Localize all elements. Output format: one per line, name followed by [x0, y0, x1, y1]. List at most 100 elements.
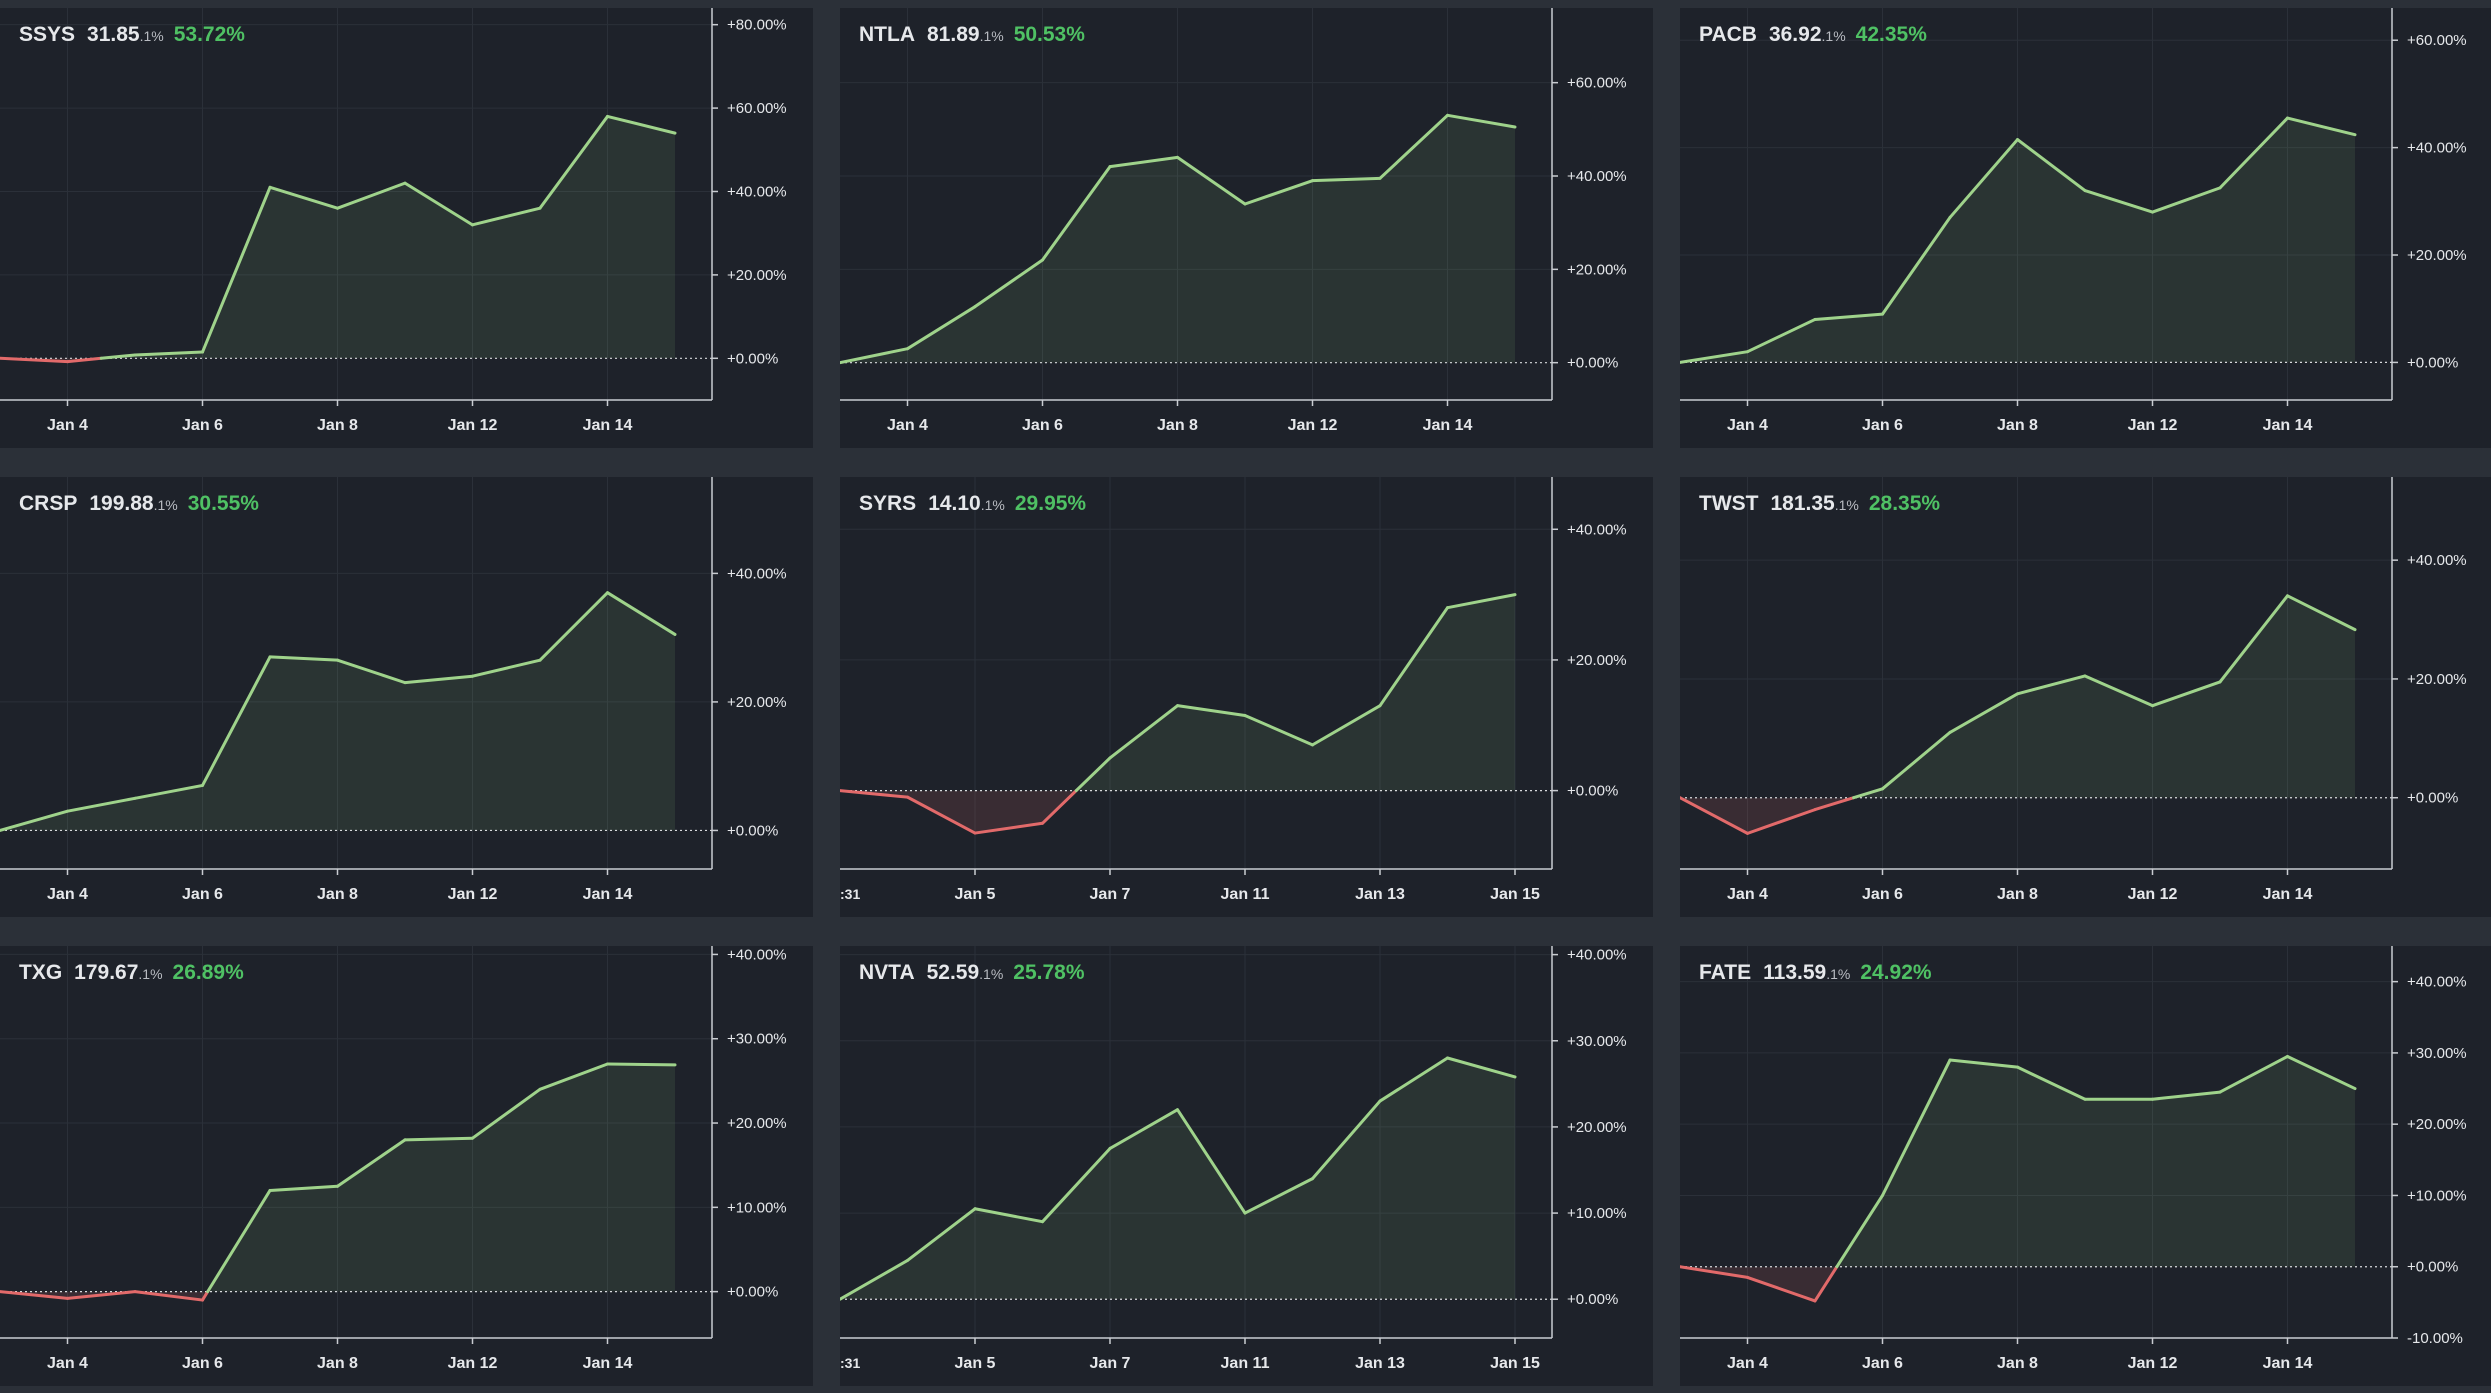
series-segment	[538, 591, 609, 662]
series-segment	[471, 658, 542, 678]
series-segment	[1852, 787, 1884, 800]
y-tick-label: +0.00%	[2407, 790, 2458, 807]
area-fill-up	[840, 594, 1515, 791]
series-segment	[2286, 116, 2357, 137]
series-segment	[906, 305, 977, 351]
x-tick-label: Jan 14	[2263, 417, 2313, 434]
ticker-symbol: FATE	[1699, 961, 1752, 984]
series-segment	[206, 1188, 272, 1294]
ticker-symbol: TXG	[19, 961, 63, 984]
x-tick-label: Jan 4	[47, 417, 88, 434]
x-tick-label: Jan 14	[1423, 417, 1473, 434]
series-segment	[1378, 113, 1449, 180]
area-fill-down	[1680, 797, 1854, 834]
series-segment	[471, 206, 542, 227]
x-tick-label: Jan 8	[317, 1355, 358, 1372]
ticker-price: 179.67	[74, 961, 139, 984]
y-tick-label: +10.00%	[1567, 1205, 1627, 1222]
series-segment	[1108, 1108, 1179, 1150]
x-tick-label: Jan 4	[1727, 417, 1768, 434]
x-tick-label: Jan 6	[1862, 886, 1903, 903]
change-percent: 29.95%	[1014, 492, 1087, 515]
series-segment	[403, 1136, 474, 1142]
ticker-price: 113.59	[1763, 961, 1827, 984]
y-tick-label: +0.00%	[727, 350, 778, 367]
x-tick-label: Jan 15	[1490, 886, 1540, 903]
y-tick-label: +30.00%	[2407, 1045, 2467, 1062]
price-suffix: .1%	[139, 28, 164, 44]
series-segment	[1108, 704, 1179, 760]
chart-svg: +0.00% +20.00% +40.00% Jan 4 Jan 6 Jan 8 Jan 1…	[1680, 477, 2467, 903]
series-segment	[1108, 155, 1179, 169]
series-segment	[1311, 176, 1382, 183]
x-tick-label-edge: :31	[840, 886, 860, 902]
ticker-header: FATE 113.59.1% 24.92%	[1699, 961, 1932, 985]
series-segment	[538, 114, 609, 210]
series-segment	[1680, 1265, 1749, 1279]
series-segment	[268, 655, 339, 662]
x-tick-label: Jan 6	[182, 417, 223, 434]
x-tick-label: Jan 14	[583, 1355, 633, 1372]
chart-panel-ssys[interactable]: +0.00% +20.00% +40.00% +60.00% +80.00% Jan 4 J…	[0, 8, 813, 448]
x-tick-label: Jan 12	[2128, 1355, 2178, 1372]
series-segment	[1948, 692, 2019, 734]
y-tick-label: +20.00%	[1567, 261, 1627, 278]
series-segment	[66, 796, 137, 813]
ticker-price: 36.92	[1768, 23, 1822, 46]
series-segment	[336, 1138, 407, 1188]
series-segment	[2218, 1054, 2289, 1094]
series-segment	[133, 1290, 204, 1302]
chart-panel-fate[interactable]: -10.00% +0.00% +10.00% +20.00% +30.00% +40.00…	[1680, 946, 2491, 1386]
chart-panel-nvta[interactable]: +0.00% +10.00% +20.00% +30.00% +40.00% Jan 5 J…	[840, 946, 1653, 1386]
x-tick-label: Jan 4	[887, 417, 928, 434]
series-segment	[1948, 138, 2019, 219]
series-segment	[0, 356, 69, 364]
ticker-price: 81.89	[927, 23, 980, 46]
series-segment	[906, 1207, 977, 1262]
chart-panel-twst[interactable]: +0.00% +20.00% +40.00% Jan 4 Jan 6 Jan 8 Jan 1…	[1680, 477, 2491, 917]
series-segment	[1074, 756, 1112, 793]
area-fill-up	[0, 592, 675, 831]
area-fill-down	[1680, 1266, 1837, 1301]
x-tick-label: Jan 11	[1221, 1355, 1270, 1372]
series-segment	[1041, 789, 1078, 825]
change-percent: 24.92%	[1860, 961, 1932, 984]
area-fill-up	[0, 1064, 675, 1292]
series-segment	[1680, 796, 1749, 835]
series-segment	[1813, 312, 1884, 321]
chart-svg: +0.00% +10.00% +20.00% +30.00% +40.00% Jan 4 J…	[0, 946, 787, 1372]
x-tick-label: Jan 13	[1355, 886, 1405, 903]
chart-panel-ntla[interactable]: +0.00% +20.00% +40.00% +60.00% Jan 4 Jan 6 Jan…	[840, 8, 1653, 448]
chart-panel-crsp[interactable]: +0.00% +20.00% +40.00% Jan 4 Jan 6 Jan 8 Jan 1…	[0, 477, 813, 917]
chart-svg: +0.00% +20.00% +40.00% +60.00% Jan 4 Jan 6 Jan…	[840, 8, 1627, 434]
series-segment	[2286, 594, 2357, 632]
ticker-header: CRSP 199.88.1% 30.55%	[19, 492, 259, 516]
x-tick-label: Jan 6	[1862, 1355, 1903, 1372]
chart-panel-txg[interactable]: +0.00% +10.00% +20.00% +30.00% +40.00% Jan 4 J…	[0, 946, 813, 1386]
chart-svg: +0.00% +20.00% +40.00% Jan 4 Jan 6 Jan 8 Jan 1…	[0, 477, 787, 903]
x-tick-label: Jan 12	[1288, 417, 1338, 434]
series-segment	[66, 1290, 137, 1300]
y-tick-label: -10.00%	[2407, 1330, 2463, 1347]
series-segment	[403, 181, 474, 227]
series-segment	[1176, 1108, 1247, 1215]
x-tick-label: Jan 12	[2128, 417, 2178, 434]
series-segment	[1378, 1056, 1449, 1103]
y-tick-label: +20.00%	[2407, 671, 2467, 688]
ticker-symbol: NVTA	[859, 961, 915, 984]
chart-panel-pacb[interactable]: +0.00% +20.00% +40.00% +60.00% Jan 4 Jan 6 Jan…	[1680, 8, 2491, 448]
x-tick-label: Jan 4	[47, 1355, 88, 1372]
chart-panel-syrs[interactable]: +0.00% +20.00% +40.00% Jan 5 Jan 7 Jan 11 Jan …	[840, 477, 1653, 917]
area-fill-up	[840, 115, 1515, 363]
series-segment	[133, 350, 204, 357]
series-segment	[1948, 1058, 2019, 1069]
change-percent: 26.89%	[172, 961, 244, 984]
series-segment	[336, 181, 407, 210]
series-segment	[1446, 593, 1517, 610]
ticker-symbol: TWST	[1699, 492, 1759, 515]
ticker-symbol: SYRS	[859, 492, 917, 515]
series-segment	[2151, 186, 2222, 214]
series-segment	[0, 809, 69, 832]
ticker-symbol: NTLA	[859, 23, 915, 46]
series-segment	[66, 356, 103, 364]
